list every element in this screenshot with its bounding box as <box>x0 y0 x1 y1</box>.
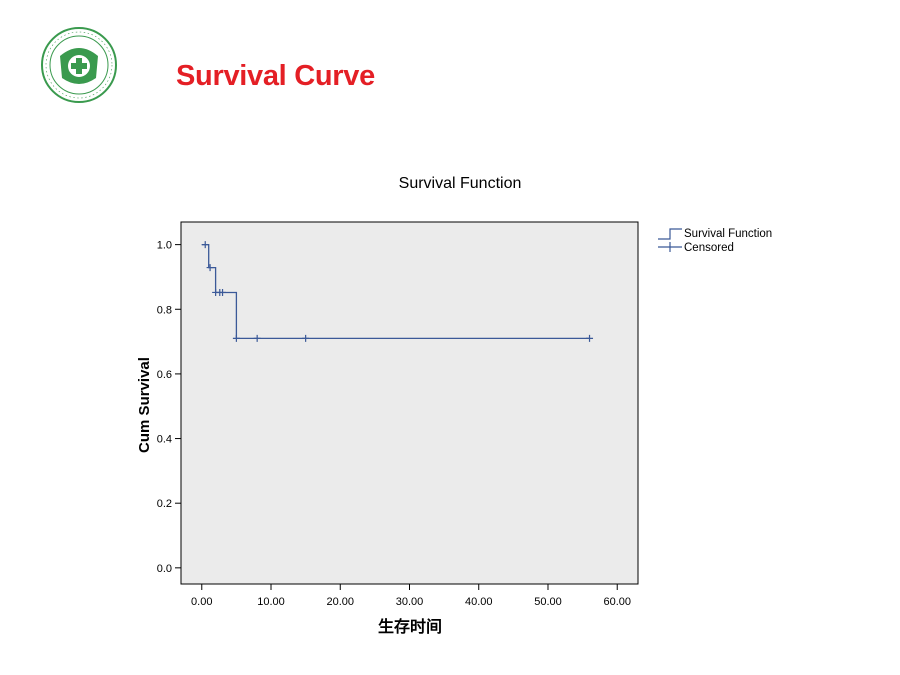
series-layer <box>201 241 594 342</box>
x-tick-label: 50.00 <box>534 596 562 608</box>
censored-marker <box>206 264 214 272</box>
censored-marker <box>201 241 209 249</box>
survival-function-line <box>201 243 590 340</box>
y-tick-label: 1.0 <box>157 240 172 252</box>
chart-title: Survival Function <box>399 175 522 192</box>
censored-marker <box>586 334 594 342</box>
legend: Survival Function Censored <box>658 228 772 254</box>
y-tick-label: 0.0 <box>157 563 172 575</box>
x-tick-label: 0.00 <box>191 596 212 608</box>
plot-area <box>180 221 639 585</box>
x-axis: 0.00 10.00 20.00 30.00 40.00 50.00 60.00 <box>191 584 631 608</box>
x-tick-label: 30.00 <box>396 596 424 608</box>
censored-marker <box>302 334 310 342</box>
x-tick-label: 60.00 <box>603 596 631 608</box>
y-tick-label: 0.8 <box>157 304 172 316</box>
x-tick-label: 10.00 <box>257 596 285 608</box>
x-tick-label: 40.00 <box>465 596 493 608</box>
legend-label-censored: Censored <box>684 242 734 254</box>
legend-swatch-survival <box>658 228 682 240</box>
censored-marker <box>232 334 240 342</box>
x-axis-label: 生存时间 <box>378 617 442 636</box>
hospital-seal-logo-icon <box>38 26 120 104</box>
legend-label-survival: Survival Function <box>684 228 772 240</box>
censored-marker <box>253 334 261 342</box>
slide-title: Survival Curve <box>176 60 375 92</box>
x-tick-label: 20.00 <box>326 596 354 608</box>
y-axis: 0.0 0.2 0.4 0.6 0.8 1.0 <box>157 240 181 575</box>
y-tick-label: 0.6 <box>157 369 172 381</box>
y-tick-label: 0.2 <box>157 498 172 510</box>
y-axis-label: Cum Survival <box>136 357 153 453</box>
legend-swatch-censored <box>658 242 682 252</box>
y-tick-label: 0.4 <box>157 434 172 446</box>
censored-marker <box>219 288 227 296</box>
